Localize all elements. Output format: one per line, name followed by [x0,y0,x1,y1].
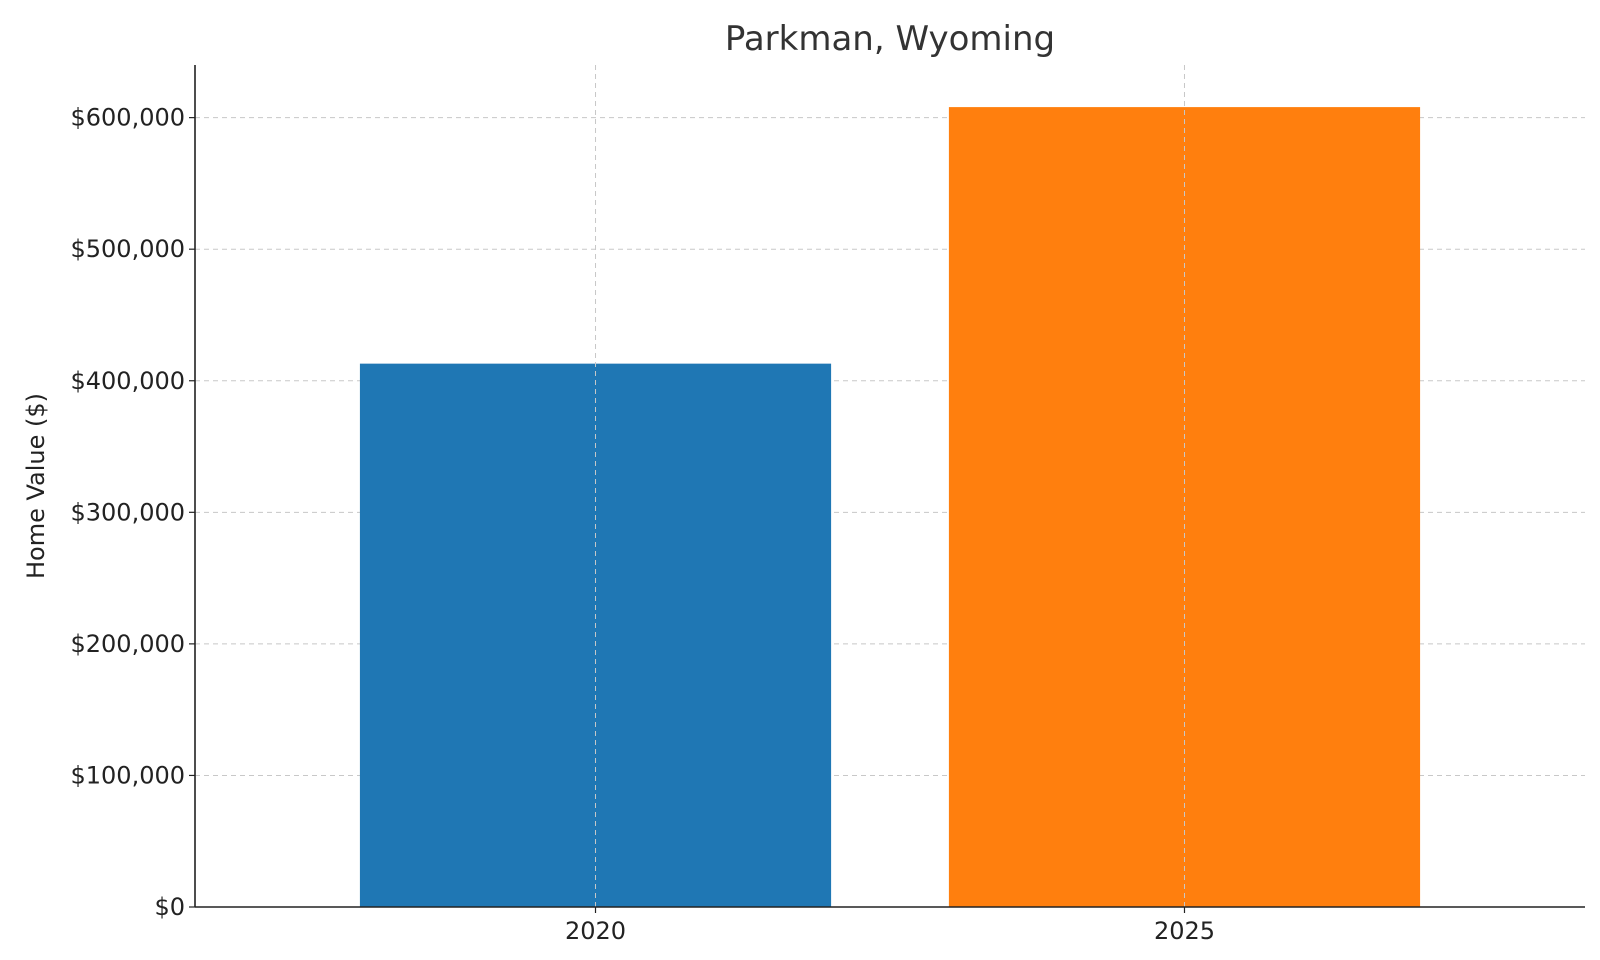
y-axis-label: Home Value ($) [22,393,50,579]
x-tick-label: 2025 [1154,917,1215,945]
bars [359,65,1421,908]
grid [195,117,1585,776]
y-tick-label: $300,000 [70,498,185,526]
y-tick-label: $600,000 [70,104,185,132]
y-tick-label: $0 [154,893,185,921]
x-axis-ticks: 2020 2025 [565,907,1215,945]
y-tick-label: $200,000 [70,630,185,658]
y-axis-ticks: $0 $100,000 $200,000 $300,000 $400,000 $500,0… [70,104,195,921]
x-tick-label: 2020 [565,917,626,945]
axes [194,65,1585,908]
y-tick-label: $100,000 [70,761,185,789]
chart-title: Parkman, Wyoming [725,19,1055,59]
y-tick-label: $400,000 [70,367,185,395]
y-tick-label: $500,000 [70,235,185,263]
